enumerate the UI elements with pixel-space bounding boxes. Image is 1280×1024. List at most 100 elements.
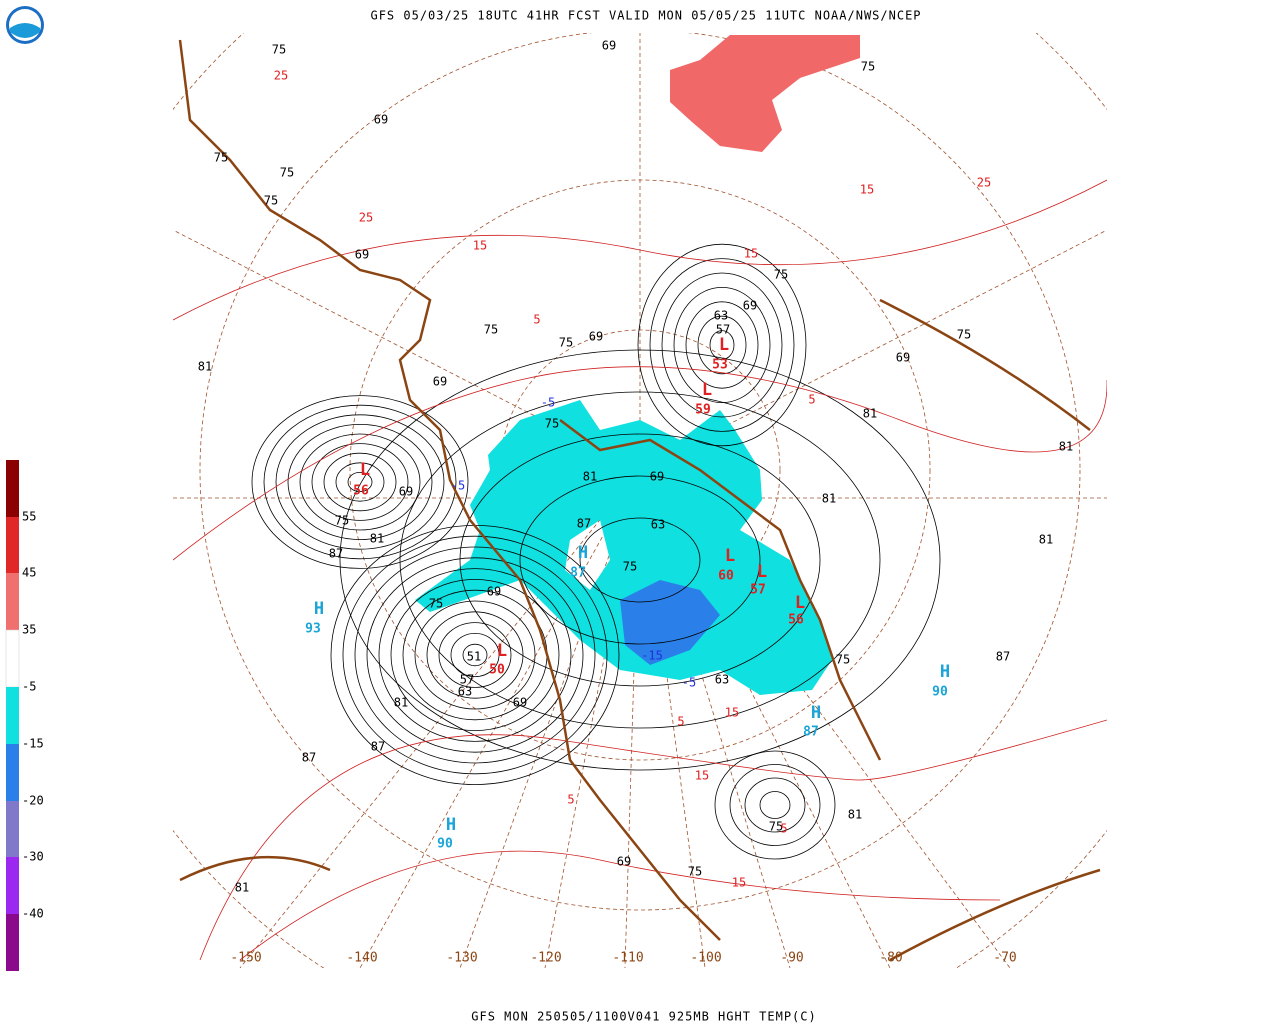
cold-area bbox=[415, 400, 832, 695]
contour bbox=[426, 611, 524, 699]
cold-label: -5 bbox=[541, 396, 555, 410]
temp-label: 15 bbox=[473, 239, 487, 253]
contour bbox=[323, 452, 397, 512]
colorbar-label: 35 bbox=[22, 623, 36, 637]
center-value: 50 bbox=[489, 663, 505, 678]
center-letter: H bbox=[578, 543, 588, 563]
height-label: 81 bbox=[370, 532, 384, 546]
contour bbox=[462, 643, 488, 667]
contour-labels: 75 69 75 69 75 75 75 69 75 75 69 69 81 75 81 69 87 75 63 69… bbox=[198, 39, 1073, 895]
height-label: 57 bbox=[716, 323, 730, 337]
center-value: 90 bbox=[437, 837, 453, 852]
contour bbox=[459, 433, 821, 687]
center-letter: L bbox=[725, 546, 735, 566]
center-letter: H bbox=[314, 599, 324, 619]
temp-contours bbox=[173, 179, 1107, 961]
center-value: 87 bbox=[803, 725, 819, 740]
height-label: 69 bbox=[374, 113, 388, 127]
center-value: 87 bbox=[570, 566, 586, 581]
temp-label: 5 bbox=[533, 313, 540, 327]
center-letter: H bbox=[940, 662, 950, 682]
longitude-label: -130 bbox=[446, 951, 477, 966]
contour bbox=[347, 471, 373, 492]
longitude-label: -110 bbox=[612, 951, 643, 966]
colorbar-label: 45 bbox=[22, 566, 36, 580]
contour bbox=[714, 750, 836, 860]
height-label: 63 bbox=[714, 309, 728, 323]
height-label: 75 bbox=[484, 323, 498, 337]
height-label: 57 bbox=[460, 673, 474, 687]
height-label: 69 bbox=[896, 351, 910, 365]
longitude-label: -90 bbox=[780, 951, 803, 966]
contour bbox=[519, 475, 761, 645]
height-label: 51 bbox=[467, 650, 481, 664]
height-label: 87 bbox=[329, 547, 343, 561]
height-label: 75 bbox=[623, 560, 637, 574]
center-letter: L bbox=[757, 562, 767, 582]
contour bbox=[378, 568, 572, 742]
contour bbox=[729, 764, 821, 846]
contour bbox=[335, 462, 385, 502]
height-label: 81 bbox=[394, 696, 408, 710]
temp-label: 15 bbox=[725, 706, 739, 720]
center-letter: H bbox=[446, 815, 456, 835]
height-label: 75 bbox=[429, 597, 443, 611]
height-label: 81 bbox=[198, 360, 212, 374]
height-label: 69 bbox=[650, 470, 664, 484]
center-letter: L bbox=[702, 380, 712, 400]
contour bbox=[399, 391, 881, 729]
contour bbox=[390, 579, 560, 732]
height-label: 75 bbox=[272, 43, 286, 57]
footer: GFS MON 250505/1100V041 925MB HGHT TEMP(… bbox=[471, 1010, 816, 1024]
contour bbox=[579, 517, 701, 603]
contour bbox=[275, 414, 445, 550]
height-label: 69 bbox=[743, 299, 757, 313]
temp-label: 5 bbox=[567, 793, 574, 807]
height-label: 75 bbox=[688, 865, 702, 879]
center-value: 60 bbox=[718, 569, 734, 584]
height-label: 81 bbox=[583, 470, 597, 484]
contour bbox=[685, 301, 759, 389]
temp-label: 5 bbox=[808, 393, 815, 407]
height-label: 81 bbox=[1059, 440, 1073, 454]
colorbar-label: -15 bbox=[22, 737, 44, 751]
cold-label: -5 bbox=[451, 479, 465, 493]
temp-label: 25 bbox=[359, 211, 373, 225]
temp-label: 15 bbox=[732, 876, 746, 890]
temp-label: 25 bbox=[977, 176, 991, 190]
height-label: 87 bbox=[302, 751, 316, 765]
longitude-label: -140 bbox=[346, 951, 377, 966]
height-label: 81 bbox=[863, 407, 877, 421]
cold-label: -15 bbox=[641, 649, 663, 663]
height-label: 87 bbox=[996, 650, 1010, 664]
cold-label: -5 bbox=[682, 676, 696, 690]
height-label: 69 bbox=[355, 248, 369, 262]
height-label: 69 bbox=[433, 375, 447, 389]
colorbar-label: -5 bbox=[22, 680, 36, 694]
center-letter: L bbox=[795, 593, 805, 613]
height-label: 75 bbox=[545, 417, 559, 431]
colorbar-label: -20 bbox=[22, 794, 44, 808]
colorbar-label: -40 bbox=[22, 907, 44, 921]
contour bbox=[759, 791, 791, 819]
height-label: 63 bbox=[458, 685, 472, 699]
center-value: 90 bbox=[932, 685, 948, 700]
center-value: 53 bbox=[712, 358, 728, 373]
center-letter: L bbox=[497, 641, 507, 661]
contour bbox=[354, 546, 596, 764]
color-bar bbox=[5, 460, 20, 971]
longitude-label: -100 bbox=[690, 951, 721, 966]
contour bbox=[342, 535, 608, 775]
contour bbox=[251, 395, 469, 569]
height-label: 81 bbox=[822, 492, 836, 506]
contour bbox=[744, 777, 806, 833]
contour bbox=[263, 404, 457, 560]
height-label: 75 bbox=[769, 820, 783, 834]
contour bbox=[709, 330, 735, 360]
height-label: 75 bbox=[774, 268, 788, 282]
contour bbox=[661, 272, 783, 418]
height-label: 87 bbox=[371, 740, 385, 754]
pressure-centers: L 56 H 87 H 93 L 50 H 90 H 90 H 87 L 53 … bbox=[305, 335, 950, 852]
height-label: 75 bbox=[264, 194, 278, 208]
height-label: 69 bbox=[617, 855, 631, 869]
